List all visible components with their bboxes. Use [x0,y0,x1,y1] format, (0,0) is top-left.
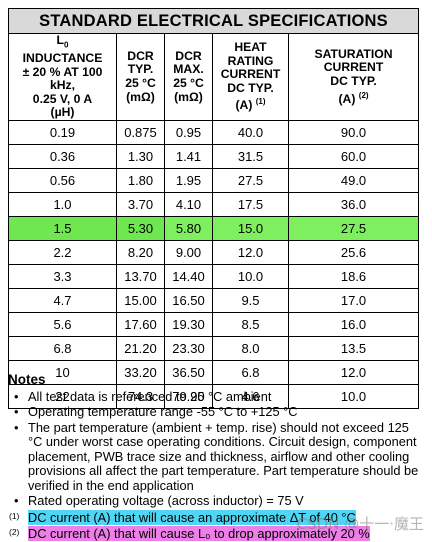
dcr-typ-cell: 5.30 [116,216,165,241]
saturation-current-cell: 16.0 [287,312,420,337]
footnote-mark: (1) [9,510,20,521]
heat-current-cell: 15.0 [212,216,289,241]
header-saturation-current: SATURATION CURRENT DC TYP. (A) (2) [287,33,420,121]
dcr-typ-cell: 15.00 [116,288,165,313]
saturation-current-cell: 49.0 [287,168,420,193]
dcr-typ-cell: 1.80 [116,168,165,193]
table-row: 10 33.20 36.50 6.8 12.0 [8,360,420,385]
dcr-typ-cell: 3.70 [116,192,165,217]
dcr-max-cell: 1.41 [164,144,213,169]
table-row: 6.8 21.20 23.30 8.0 13.5 [8,336,420,361]
heat-current-cell: 9.5 [212,288,289,313]
table-row: 2.2 8.20 9.00 12.0 25.6 [8,240,420,265]
table-title: STANDARD ELECTRICAL SPECIFICATIONS [7,8,420,34]
saturation-current-cell: 60.0 [287,144,420,169]
spec-table: STANDARD ELECTRICAL SPECIFICATIONS L0 IN… [7,8,420,409]
inductance-symbol: L0 [56,33,69,50]
table-row: 4.7 15.00 16.50 9.5 17.0 [8,288,420,313]
saturation-current-cell: 25.6 [287,240,420,265]
saturation-current-cell: 13.5 [287,336,420,361]
dcr-max-cell: 5.80 [164,216,213,241]
dcr-max-cell: 19.30 [164,312,213,337]
saturation-current-cell: 18.6 [287,264,420,289]
dcr-max-cell: 23.30 [164,336,213,361]
heat-current-cell: 8.5 [212,312,289,337]
note-item: The part temperature (ambient + temp. ri… [8,420,424,494]
inductance-cell: 6.8 [8,336,117,361]
dcr-typ-cell: 8.20 [116,240,165,265]
dcr-max-cell: 0.95 [164,120,213,145]
saturation-current-cell: 36.0 [287,192,420,217]
table-row: 1.0 3.70 4.10 17.5 36.0 [8,192,420,217]
footnote-mark: (2) [9,527,20,537]
note-item: Operating temperature range -55 °C to +1… [8,404,424,420]
table-row: 5.6 17.60 19.30 8.5 16.0 [8,312,420,337]
spec-table-body: 0.19 0.875 0.95 40.0 90.0 0.36 1.30 1.41 31.5 60.… [8,120,420,409]
notes-title: Notes [8,372,46,387]
dcr-typ-cell: 13.70 [116,264,165,289]
dcr-typ-cell: 0.875 [116,120,165,145]
table-row: 3.3 13.70 14.40 10.0 18.6 [8,264,420,289]
inductance-cell: 0.19 [8,120,117,145]
spec-sheet: STANDARD ELECTRICAL SPECIFICATIONS L0 IN… [7,8,420,409]
inductance-cell: 0.36 [8,144,117,169]
notes-section: Notes All test data is referenced to 25 … [8,372,424,542]
inductance-cell: 2.2 [8,240,117,265]
inductance-cell: 1.0 [8,192,117,217]
dcr-max-cell: 1.95 [164,168,213,193]
footnote-text: DC current (A) that will cause an approx… [28,509,356,525]
inductance-cell: 4.7 [8,288,117,313]
header-dcr-max: DCR MAX. 25 °C (mΩ) [164,33,213,121]
heat-current-cell: 10.0 [212,264,289,289]
saturation-current-cell: 17.0 [287,288,420,313]
inductance-cell: 1.5 [8,216,117,241]
header-inductance: L0 INDUCTANCE ± 20 % AT 100 kHz, 0.25 V,… [8,33,117,121]
heat-current-cell: 40.0 [212,120,289,145]
table-row: 1.5 5.30 5.80 15.0 27.5 [8,216,420,241]
dcr-typ-cell: 33.20 [116,360,165,385]
header-heat-rating-current: HEAT RATING CURRENT DC TYP. (A) (1) [212,33,289,121]
dcr-max-cell: 16.50 [164,288,213,313]
table-row: 0.19 0.875 0.95 40.0 90.0 [8,120,420,145]
inductance-cell: 3.3 [8,264,117,289]
footnote-2: (2) DC current (A) that will cause L₀ to… [8,526,424,542]
heat-current-cell: 6.8 [212,360,289,385]
dcr-max-cell: 9.00 [164,240,213,265]
watermark: CSDN @十一·魔王 [296,515,424,533]
footnote-text: DC current (A) that will cause L₀ to dro… [28,526,370,541]
saturation-current-cell: 27.5 [287,216,420,241]
inductance-cell: 0.56 [8,168,117,193]
dcr-max-cell: 14.40 [164,264,213,289]
header-dcr-typ: DCR TYP. 25 °C (mΩ) [116,33,165,121]
saturation-current-cell: 90.0 [287,120,420,145]
note-item: Rated operating voltage (across inductor… [8,493,424,509]
dcr-typ-cell: 21.20 [116,336,165,361]
heat-current-cell: 27.5 [212,168,289,193]
note-item: All test data is referenced to 25 °C amb… [8,389,424,405]
inductance-cell: 5.6 [8,312,117,337]
heat-current-cell: 31.5 [212,144,289,169]
dcr-max-cell: 4.10 [164,192,213,217]
table-row: 0.56 1.80 1.95 27.5 49.0 [8,168,420,193]
table-row: 0.36 1.30 1.41 31.5 60.0 [8,144,420,169]
heat-current-cell: 8.0 [212,336,289,361]
heat-current-cell: 17.5 [212,192,289,217]
inductance-cell: 10 [8,360,117,385]
notes-list: All test data is referenced to 25 °C amb… [8,389,424,509]
heat-current-cell: 12.0 [212,240,289,265]
dcr-typ-cell: 1.30 [116,144,165,169]
dcr-typ-cell: 17.60 [116,312,165,337]
footnote-1: (1) DC current (A) that will cause an ap… [8,509,424,526]
